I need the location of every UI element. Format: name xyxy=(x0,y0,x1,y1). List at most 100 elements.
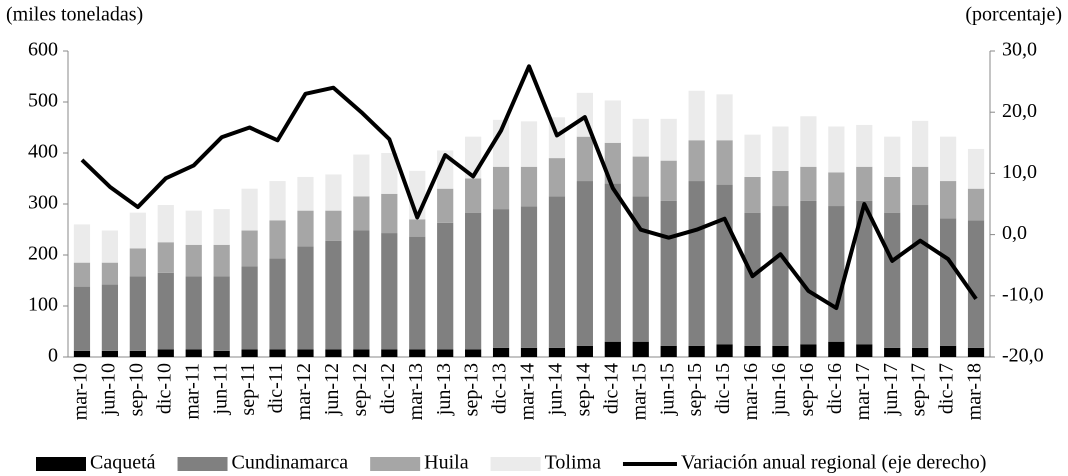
bar xyxy=(688,345,705,357)
y2-tick-label: -10,0 xyxy=(1002,283,1044,305)
bar xyxy=(241,188,258,231)
bar xyxy=(884,212,901,348)
bar xyxy=(604,100,621,143)
bar xyxy=(800,166,817,201)
bar xyxy=(660,200,677,346)
bar xyxy=(381,153,398,194)
bar xyxy=(381,349,398,357)
bar xyxy=(325,174,342,211)
x-tick-label: sep-14 xyxy=(572,363,594,416)
bar xyxy=(213,244,230,277)
bar xyxy=(576,136,593,182)
y2-tick-label: -20,0 xyxy=(1002,345,1044,367)
bar xyxy=(856,344,873,357)
bar xyxy=(772,206,789,346)
legend-label: Cundinamarca xyxy=(232,452,349,474)
bar xyxy=(353,154,370,197)
y-tick-label: 0 xyxy=(48,345,58,367)
bar xyxy=(967,220,985,348)
y-tick-label: 100 xyxy=(28,294,58,316)
bar xyxy=(744,212,761,346)
x-tick-label: jun-11 xyxy=(209,363,231,415)
bar xyxy=(241,266,258,350)
x-tick-label: sep-10 xyxy=(125,363,147,416)
x-tick-label: jun-15 xyxy=(656,363,678,416)
x-tick-label: jun-13 xyxy=(433,363,455,416)
bar xyxy=(73,224,91,263)
bar xyxy=(185,244,202,277)
x-tick-label: dic-12 xyxy=(377,363,399,414)
bar xyxy=(967,347,985,357)
bar xyxy=(660,345,677,357)
bar xyxy=(520,347,538,357)
y-tick-label: 400 xyxy=(28,141,58,163)
x-tick-label: dic-11 xyxy=(265,363,287,413)
bar xyxy=(912,347,929,357)
x-tick-label: dic-15 xyxy=(712,363,734,414)
bar xyxy=(353,349,370,357)
bar xyxy=(632,118,649,157)
x-tick-label: mar-11 xyxy=(181,363,203,420)
bar xyxy=(576,345,593,357)
bar xyxy=(576,181,593,346)
legend-label: Variación anual regional (eje derecho) xyxy=(681,452,986,474)
bar xyxy=(688,140,705,182)
x-tick-label: dic-10 xyxy=(153,363,175,414)
x-tick-label: mar-12 xyxy=(293,363,315,420)
bar xyxy=(73,262,91,287)
bar xyxy=(381,233,398,350)
bar xyxy=(241,349,258,357)
x-tick-label: mar-10 xyxy=(70,363,92,420)
x-tick-label: dic-14 xyxy=(600,363,622,414)
bar xyxy=(381,193,398,234)
bar xyxy=(353,230,370,350)
bar xyxy=(520,206,538,348)
bar xyxy=(660,118,677,161)
bar xyxy=(437,349,454,357)
bar xyxy=(437,188,454,223)
bar xyxy=(828,341,845,357)
bar xyxy=(688,181,705,346)
bar xyxy=(325,240,342,350)
y2-tick-label: 0,0 xyxy=(1002,222,1027,244)
bar xyxy=(520,166,538,207)
bar xyxy=(101,262,119,285)
x-tick-label: jun-14 xyxy=(545,363,567,416)
bar xyxy=(912,166,929,206)
x-tick-label: sep-12 xyxy=(349,363,371,416)
bar xyxy=(409,219,426,237)
x-tick-label: sep-16 xyxy=(796,363,818,416)
bar xyxy=(548,158,566,197)
bar xyxy=(716,344,733,357)
x-tick-label: sep-15 xyxy=(684,363,706,416)
bar xyxy=(548,196,566,348)
bar xyxy=(632,341,649,357)
bar xyxy=(800,116,817,167)
bar xyxy=(157,349,174,357)
x-tick-label: sep-11 xyxy=(237,363,259,416)
bar xyxy=(492,209,510,348)
x-tick-label: dic-16 xyxy=(824,363,846,414)
bar xyxy=(716,184,733,345)
bar xyxy=(772,170,789,207)
bar xyxy=(325,349,342,357)
x-tick-label: mar-17 xyxy=(852,363,874,420)
bar xyxy=(465,212,482,350)
bar xyxy=(744,345,761,357)
legend-label: Tolima xyxy=(545,452,601,474)
bar xyxy=(213,276,230,351)
bar xyxy=(213,209,230,245)
bar xyxy=(632,156,649,197)
legend-swatch xyxy=(370,457,421,471)
bar xyxy=(744,134,761,177)
bar xyxy=(660,160,677,201)
bar xyxy=(241,230,258,267)
bar xyxy=(939,181,957,219)
bar xyxy=(939,136,957,182)
bar xyxy=(939,218,957,346)
x-tick-label: mar-18 xyxy=(964,363,986,420)
y-axis-title: (miles toneladas) xyxy=(6,4,143,26)
bar xyxy=(800,344,817,357)
bar xyxy=(269,181,286,221)
bar xyxy=(185,349,202,357)
